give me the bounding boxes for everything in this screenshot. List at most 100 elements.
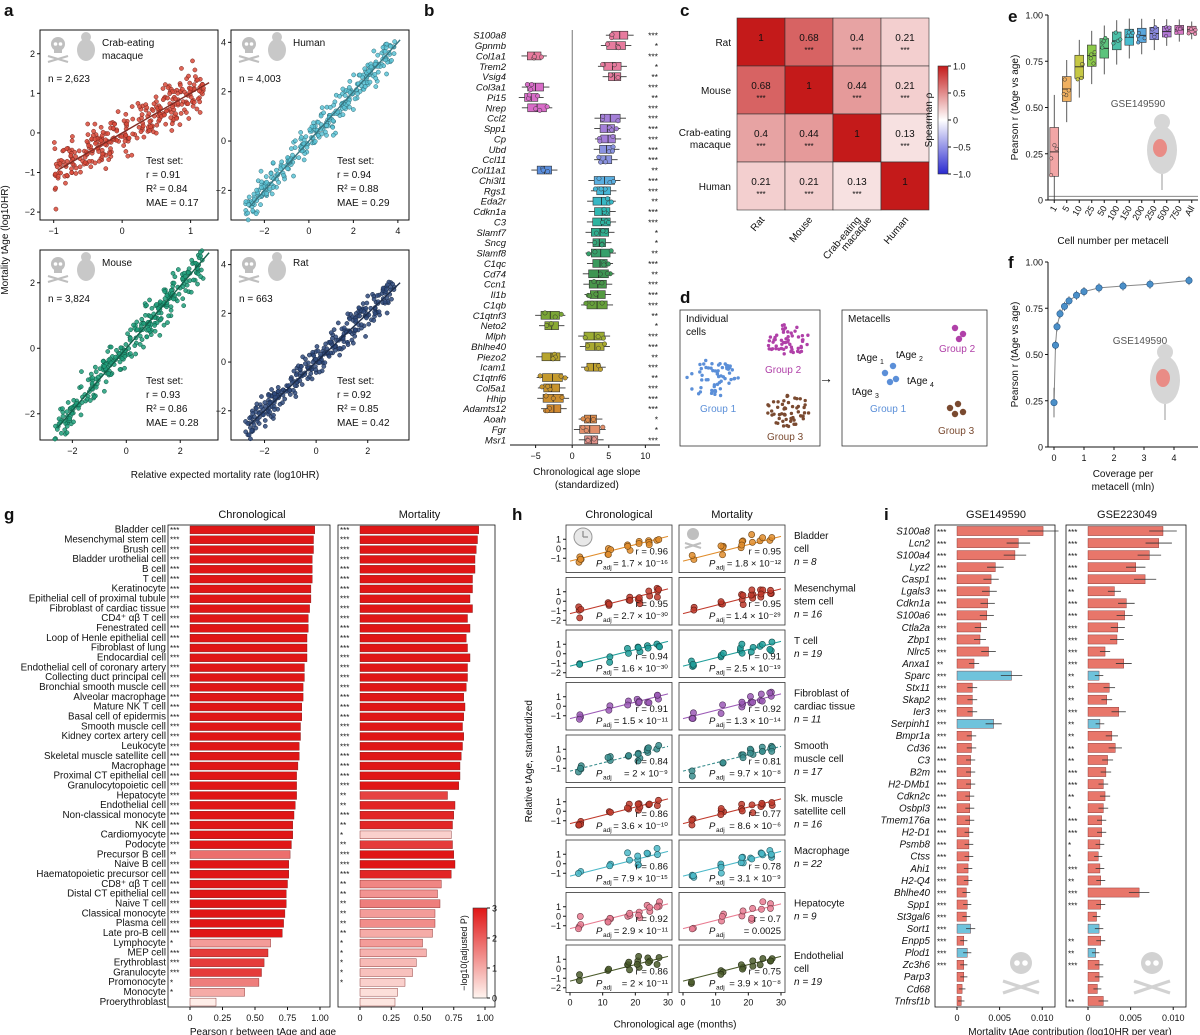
g-sig: *** [170, 605, 179, 614]
e-point [1152, 34, 1157, 39]
b-point [609, 32, 615, 38]
panel-letter-e: e [1008, 7, 1017, 26]
g-bar [189, 761, 299, 771]
i-sig: *** [1068, 624, 1077, 633]
h-data-point [634, 644, 642, 651]
a-data-point [71, 397, 77, 403]
a-data-point [92, 121, 98, 127]
a-data-point [69, 138, 75, 144]
h-stat-p-label: P [596, 559, 603, 570]
b-point [600, 61, 606, 67]
h-x-tick-label: 30 [663, 998, 673, 1008]
h-row-label: Smooth [794, 741, 828, 752]
g-sig: *** [170, 654, 179, 663]
a-data-point [58, 170, 63, 176]
h-stat-p: = 1.7 × 10⁻¹⁶ [613, 559, 668, 570]
b-gene-label: Hhip [486, 394, 506, 405]
b-point [615, 118, 621, 124]
b-point [540, 167, 546, 173]
h-data-point [759, 955, 767, 962]
h-data-point [635, 952, 643, 960]
a-data-point [373, 84, 379, 89]
a-data-point [312, 139, 318, 144]
a-data-point [160, 97, 166, 103]
g-bar [359, 643, 468, 653]
i-sig: *** [1068, 781, 1077, 790]
b-point [559, 394, 565, 400]
b-point [587, 293, 593, 299]
a-subplot-human: −2 0 2 4 −2 0 2 4 Human n = 4,003 Test set: r = 0.9… [216, 29, 410, 236]
b-point [580, 416, 586, 422]
a-data-point [160, 86, 166, 91]
d-metacell-dot [959, 408, 967, 416]
a-data-point [112, 121, 117, 127]
b-point [542, 310, 548, 316]
h-y-tick-label: −2 [551, 615, 561, 625]
h-y-tick-label: −1 [551, 868, 561, 878]
h-data-point [655, 585, 663, 593]
a-data-point [141, 321, 147, 326]
g-bar [189, 693, 304, 702]
c-cell-value: 1 [758, 33, 764, 44]
h-data-point [605, 965, 613, 973]
a-data-point [340, 86, 346, 92]
e-point [1089, 52, 1094, 57]
g-bar [189, 633, 308, 643]
skull-icon-jaw [54, 269, 62, 273]
h-data-point [738, 541, 746, 549]
h-data-point [748, 586, 756, 594]
a-data-point [363, 334, 368, 339]
a-x-tick-label: −1 [49, 226, 59, 236]
d-cell-dot [770, 413, 774, 417]
a-data-point [91, 394, 97, 400]
c-row-label: Crab-eating [679, 128, 731, 139]
b-point [602, 186, 608, 192]
e-point [1193, 31, 1198, 36]
i-gene-label: Nlrc5 [907, 647, 930, 658]
b-gene-label: Slamf7 [476, 228, 506, 239]
g-bar [189, 958, 265, 967]
i-sig: *** [937, 817, 946, 826]
i-sig: *** [937, 757, 946, 766]
g-bar [359, 761, 461, 771]
h-stat-p-sub: adj [603, 880, 612, 887]
i-xlabel: Mortality tAge contribution (log10HR per… [968, 1027, 1171, 1035]
a-data-point [65, 400, 71, 405]
g-bar [359, 722, 463, 731]
g-bar [359, 653, 471, 662]
b-gene-label: C3 [494, 217, 507, 228]
i-gene-label: Cdkn2c [897, 791, 930, 802]
b-point [600, 335, 606, 341]
g-bar [359, 633, 467, 643]
g-bar [189, 791, 297, 800]
a-data-point [254, 401, 260, 407]
a-data-point [195, 281, 200, 287]
a-data-point [105, 349, 111, 354]
g-bar [189, 732, 301, 741]
d-metacell-dot [951, 324, 959, 332]
b-point [598, 159, 604, 165]
c-colorbar-tick-label: −0.5 [953, 143, 971, 153]
g-sig: *** [170, 732, 179, 741]
g-sig: *** [170, 841, 179, 850]
b-x-tick-label: 5 [606, 451, 611, 461]
c-cell-sig: *** [804, 190, 813, 199]
g-sig: *** [340, 565, 349, 574]
g-bar [359, 997, 396, 1007]
a-data-point [93, 369, 99, 375]
h-data-point [717, 542, 725, 550]
c-cell-value: 0.68 [799, 33, 819, 44]
a-data-point [119, 356, 125, 361]
a-data-point [144, 334, 150, 340]
d-cell-dot [700, 373, 704, 378]
a-data-point [363, 305, 369, 311]
i-gene-label: Sort1 [907, 924, 930, 935]
b-point [596, 363, 602, 369]
g-colorbar-tick-label: 2 [492, 934, 497, 944]
a-stats-r: r = 0.92 [337, 390, 372, 401]
a-data-point [51, 140, 57, 145]
a-data-point [319, 105, 325, 111]
d-cell-dot [769, 409, 774, 413]
a-data-point [275, 385, 281, 390]
